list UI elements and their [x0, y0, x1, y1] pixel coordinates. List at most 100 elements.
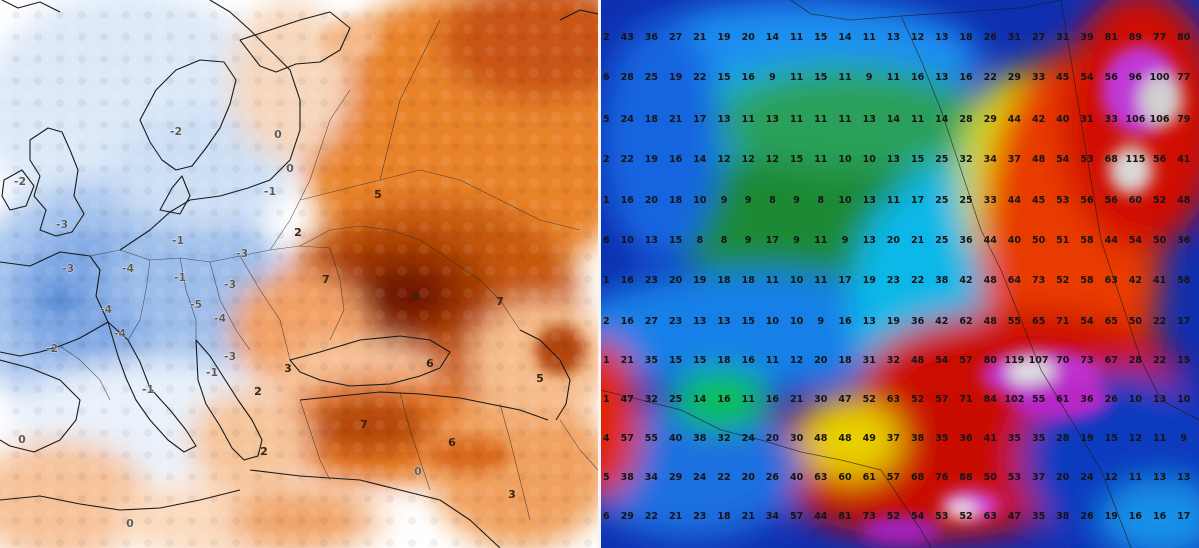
wind-gust-value: 56 [1105, 195, 1119, 206]
wind-gust-value: 102 [1004, 394, 1024, 405]
wind-gust-value: 21 [669, 114, 682, 125]
wind-gust-value: 54 [1129, 235, 1143, 246]
wind-gust-value: 44 [1008, 114, 1022, 125]
wind-gust-value: 25 [669, 394, 682, 405]
wind-gust-value: 15 [742, 316, 755, 327]
wind-gust-value: 100 [1150, 72, 1170, 83]
wind-gust-value: 38 [693, 433, 707, 444]
wind-gust-value: 12 [766, 154, 779, 165]
wind-gust-value: 15 [669, 235, 682, 246]
wind-gust-value: 8 [696, 235, 703, 246]
wind-gust-value: 12 [717, 154, 730, 165]
wind-gust-value: 60 [1129, 195, 1143, 206]
wind-gust-value: 13 [693, 316, 706, 327]
wind-gust-value: 79 [1177, 114, 1190, 125]
wind-gust-value: 37 [1032, 472, 1045, 483]
wind-gust-value: 17 [838, 275, 851, 286]
wind-gust-value: 13 [935, 32, 948, 43]
wind-gust-value: 106 [1125, 114, 1145, 125]
wind-gust-value: 53 [935, 511, 948, 522]
wind-gust-value: 1 [603, 275, 610, 286]
wind-gust-value: 42 [935, 316, 948, 327]
wind-gust-value: 39 [1080, 32, 1093, 43]
wind-gust-value: 16 [621, 316, 635, 327]
wind-gust-value: 20 [887, 235, 901, 246]
wind-gust-value: 10 [863, 154, 877, 165]
wind-gust-value: 16 [1153, 511, 1167, 522]
wind-gust-value: 44 [984, 235, 998, 246]
wind-map-borders [601, 0, 1199, 548]
wind-gust-value: 56 [1153, 154, 1167, 165]
wind-gust-value: 54 [911, 511, 925, 522]
anomaly-label: 2 [260, 445, 268, 458]
wind-gust-value: 24 [621, 114, 635, 125]
wind-gust-value: 58 [1080, 235, 1094, 246]
wind-gust-value: 26 [984, 32, 998, 43]
wind-gust-value: 38 [1056, 511, 1070, 522]
wind-gust-value: 11 [887, 72, 900, 83]
wind-peaks [861, 45, 1183, 544]
wind-gust-value: 44 [1008, 195, 1022, 206]
wind-gust-value: 10 [790, 275, 804, 286]
wind-gust-value: 2 [603, 32, 610, 43]
wind-gust-value: 73 [1080, 355, 1093, 366]
wind-gust-value: 49 [863, 433, 876, 444]
wind-gust-value: 36 [645, 32, 659, 43]
wind-gust-value: 53 [1008, 472, 1021, 483]
wind-gust-value: 10 [1129, 394, 1143, 405]
wind-gust-value: 65 [1032, 316, 1045, 327]
wind-gust-value: 12 [911, 32, 924, 43]
wind-gust-value: 36 [911, 316, 925, 327]
wind-gust-value: 57 [935, 394, 948, 405]
wind-gust-value: 12 [742, 154, 755, 165]
wind-gust-value: 13 [766, 114, 779, 125]
wind-gust-value: 21 [911, 235, 924, 246]
med-east-coast [249, 469, 501, 548]
wind-gust-value: 29 [984, 114, 997, 125]
wind-gust-value: 81 [1105, 32, 1118, 43]
wind-gust-value: 29 [669, 472, 682, 483]
wind-gust-value: 9 [793, 195, 800, 206]
wind-gust-value: 34 [766, 511, 780, 522]
wind-gust-value: 15 [1105, 433, 1118, 444]
wind-gust-value: 11 [742, 114, 755, 125]
anomaly-label: -3 [224, 278, 236, 291]
wind-gust-value: 15 [790, 154, 803, 165]
denmark-coast [159, 175, 191, 215]
wind-gust-value: 106 [1150, 114, 1170, 125]
wind-gust-value: 50 [1032, 235, 1046, 246]
wind-gust-value: 9 [866, 72, 873, 83]
wind-gust-value: 19 [717, 32, 730, 43]
wind-gust-value: 21 [742, 511, 755, 522]
anomaly-label: 3 [508, 488, 516, 501]
finland-coast [239, 11, 351, 73]
anomaly-label: 2 [254, 385, 262, 398]
anomaly-label: -3 [236, 247, 248, 260]
wind-gust-value: 27 [645, 316, 658, 327]
anatolia-coast [299, 391, 549, 421]
wind-gust-value: 13 [1153, 394, 1166, 405]
wind-gust-value: 5 [603, 114, 610, 125]
wind-gust-value: 63 [1105, 275, 1118, 286]
wind-gust-value: 16 [766, 394, 780, 405]
wind-gust-value: 2 [603, 154, 610, 165]
wind-gust-value: 48 [814, 433, 828, 444]
wind-gust-value: 16 [911, 72, 925, 83]
wind-gust-value: 16 [621, 275, 635, 286]
wind-gust-value: 13 [863, 195, 876, 206]
wind-gust-value: 9 [842, 235, 849, 246]
wind-gust-value: 13 [645, 235, 658, 246]
iberia-coast [0, 359, 81, 453]
wind-gust-value: 33 [1105, 114, 1118, 125]
wind-gust-value: 50 [1129, 316, 1143, 327]
wind-gust-value: 42 [1129, 275, 1142, 286]
wind-gust-value: 36 [959, 433, 973, 444]
wind-gust-value: 11 [863, 32, 876, 43]
wind-gust-value: 37 [1008, 154, 1021, 165]
wind-gust-value: 11 [790, 32, 803, 43]
wind-gust-value: 37 [887, 433, 900, 444]
anomaly-label: 0 [126, 517, 134, 530]
wind-gust-value: 13 [935, 72, 948, 83]
wind-gust-value: 29 [621, 511, 634, 522]
anomaly-label: -4 [114, 327, 127, 340]
